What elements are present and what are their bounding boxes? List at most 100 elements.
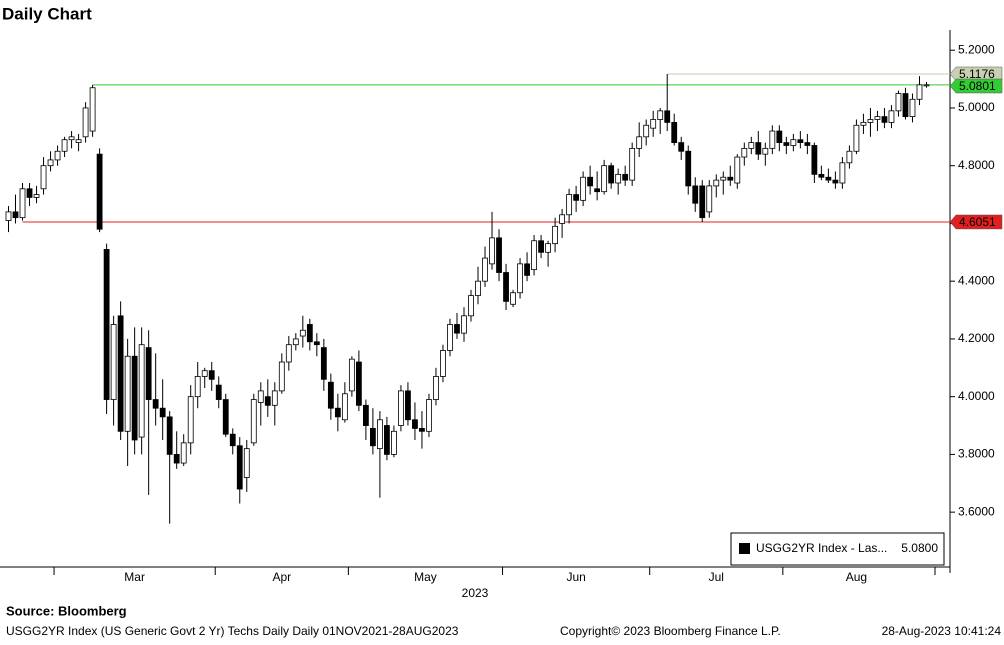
candle-body [208,370,215,380]
candle-body [496,237,502,273]
candle-body [454,324,460,334]
candle-body [229,433,236,447]
candle-body [895,93,902,112]
candle-body [545,243,551,253]
candle-body [524,263,530,276]
candle-body [47,159,54,167]
candle-body [685,150,692,187]
price-tag [949,214,1003,230]
candle-body [173,454,180,464]
candle-body [152,399,159,409]
candle-body [75,139,82,143]
candle-body [657,110,664,120]
candle-body [201,370,208,377]
candle-body [881,116,888,123]
y-tick-label: 3.6000 [958,504,995,518]
candle-body [923,84,930,87]
candle-body [377,419,383,450]
candle-body [222,399,229,435]
candle-body [285,344,292,363]
candle-body [559,214,566,224]
x-tick-label: Apr [272,570,291,584]
candle-body [874,116,881,120]
candle-body [825,176,832,181]
candle-body [447,324,453,351]
candle-body [552,225,558,245]
candle-body [909,98,916,118]
candle-body [748,142,755,149]
candle-body [433,376,439,400]
candle-body [643,124,650,138]
candle-body [475,280,481,297]
candle-body [769,130,776,149]
candle-body [916,84,923,100]
candle-body [271,390,278,406]
candle-body [159,407,166,418]
candle-body [734,156,741,184]
candle-body [503,272,509,302]
candle-body [180,442,187,464]
price-tag-label: 4.6051 [959,215,996,229]
y-tick-label: 4.4000 [958,273,995,287]
candle-body [461,315,467,334]
candle-body [594,188,601,193]
candle-body [587,176,594,187]
price-tag-label: 5.1176 [959,67,995,81]
candle-body [362,404,369,426]
candle-body [832,179,839,184]
y-tick-label: 5.2000 [958,42,995,56]
candle-body [33,194,40,198]
candle-body [790,139,797,146]
candle-body [369,428,376,447]
candle-body [89,87,96,132]
x-tick-label: May [414,570,437,584]
x-tick-label: Jul [709,570,724,584]
source: Source: Bloomberg [6,603,127,618]
candle-body [320,347,327,380]
candle-body [166,416,173,455]
description: USGG2YR Index (US Generic Govt 2 Yr) Tec… [6,624,459,638]
candle-body [671,121,678,143]
legend-box [730,532,945,566]
candle-body [187,396,194,444]
candle-body [327,381,334,409]
candle-body [517,263,523,294]
legend-value: 5.0800 [901,541,938,555]
candle-body [615,173,622,184]
x-tick-label: Jun [566,570,585,584]
candle-body [236,445,243,490]
legend-swatch [739,543,750,554]
candle-body [110,324,117,400]
candle-body [292,338,299,346]
candle-body [412,419,418,429]
candle-body [720,176,727,181]
candle-body [306,324,313,343]
candle-body [510,292,516,305]
candle-body [419,428,425,432]
candle-body [61,139,68,152]
candle-body [692,185,699,204]
candle-body [580,176,587,201]
candle-body [727,176,734,181]
x-tick-label: Mar [124,570,145,584]
candle-body [538,240,544,253]
y-tick-label: 3.8000 [958,447,995,461]
candle-body [12,211,19,219]
candle-body [482,257,488,282]
timestamp: 28-Aug-2023 10:41:24 [882,624,1002,638]
candle-body [846,150,853,164]
y-tick-label: 4.2000 [958,331,995,345]
candle-body [257,390,264,403]
y-tick-label: 4.0000 [958,389,995,403]
x-tick-label: Aug [846,570,867,584]
price-tag-label: 5.0801 [959,79,996,93]
candle-body [853,124,860,152]
candle-body [804,142,811,146]
candle-body [867,119,874,123]
candle-body [348,358,355,392]
y-tick-label: 4.8000 [958,158,995,172]
candle-body [313,341,320,346]
candle-body [299,329,306,337]
candle-body [762,147,769,155]
